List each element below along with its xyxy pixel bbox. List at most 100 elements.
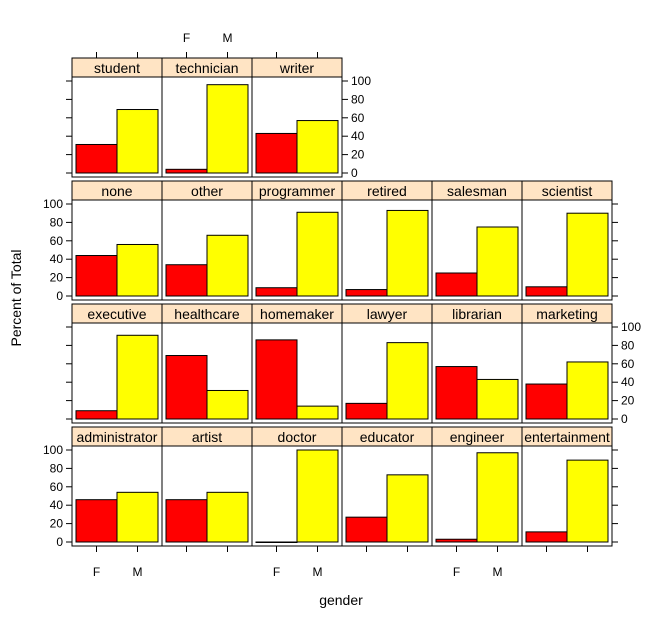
y-tick-label: 100 <box>43 443 63 457</box>
strip-label: educator <box>360 429 415 445</box>
bar-executive-M <box>116 334 159 420</box>
panel-none: none <box>71 180 163 301</box>
bar-retired-M <box>386 209 429 297</box>
bar-engineer-M <box>476 452 519 543</box>
bar-artist-M <box>206 491 249 543</box>
bar-student-F <box>75 143 118 174</box>
x-tick-label: F <box>93 565 100 579</box>
x-tick-label: M <box>313 565 323 579</box>
bar-student-M <box>116 109 159 174</box>
strip-label: doctor <box>278 429 317 445</box>
panel-salesman: salesman <box>431 180 523 301</box>
bar-other-M <box>206 234 249 297</box>
panel-educator: educator <box>341 426 433 547</box>
y-tick-label: 100 <box>351 74 371 88</box>
bar-other-F <box>165 264 208 297</box>
strip-label: homemaker <box>260 306 334 322</box>
strip-label: technician <box>175 60 238 76</box>
panel-scientist: scientist <box>521 180 613 301</box>
y-tick-label: 40 <box>351 129 365 143</box>
strip-label: retired <box>367 183 407 199</box>
x-axis-label: gender <box>319 592 363 608</box>
bar-homemaker-M <box>296 405 339 420</box>
strip-label: salesman <box>447 183 507 199</box>
panel-homemaker: homemaker <box>251 303 343 424</box>
bar-educator-M <box>386 474 429 543</box>
panel-marketing: marketing <box>521 303 613 424</box>
strip-label: none <box>101 183 132 199</box>
strip-label: programmer <box>259 183 336 199</box>
panel-programmer: programmer <box>251 180 343 301</box>
x-tick-label: M <box>493 565 503 579</box>
panel-entertainment: entertainment <box>521 426 613 547</box>
x-tick-label: M <box>223 31 233 45</box>
strip-label: administrator <box>77 429 158 445</box>
panel-librarian: librarian <box>431 303 523 424</box>
y-tick-label: 80 <box>351 92 365 106</box>
strip-label: artist <box>192 429 222 445</box>
y-tick-label: 0 <box>351 166 358 180</box>
y-tick-label: 80 <box>621 338 635 352</box>
bar-technician-F <box>165 168 208 174</box>
y-tick-label: 60 <box>351 111 365 125</box>
x-tick-label: F <box>183 31 190 45</box>
panel-artist: artist <box>161 426 253 547</box>
axes-group: 0 20 40 60 80 100 0 20 40 60 80 100 0 20 40 60 80 100 0 20 4… <box>43 31 641 579</box>
bar-salesman-F <box>435 272 478 297</box>
bar-retired-F <box>345 289 388 297</box>
bar-technician-M <box>206 84 249 174</box>
bar-doctor-M <box>296 449 339 543</box>
panel-doctor: doctor <box>251 426 343 547</box>
bar-lawyer-M <box>386 342 429 420</box>
panel-retired: retired <box>341 180 433 301</box>
strip-label: lawyer <box>367 306 408 322</box>
y-axis-label: Percent of Total <box>8 249 24 346</box>
y-tick-label: 0 <box>56 535 63 549</box>
panel-technician: technician <box>161 57 253 178</box>
panel-frame <box>251 76 343 178</box>
bar-executive-F <box>75 410 118 420</box>
y-tick-label: 100 <box>621 320 641 334</box>
strip-label: entertainment <box>524 429 610 445</box>
bar-entertainment-F <box>525 531 568 543</box>
strip-label: scientist <box>542 183 593 199</box>
panel-frame <box>521 199 613 301</box>
y-tick-label: 0 <box>621 412 628 426</box>
y-tick-label: 60 <box>50 480 64 494</box>
y-tick-label: 20 <box>621 394 635 408</box>
panel-frame <box>521 445 613 547</box>
panel-administrator: administrator <box>71 426 163 547</box>
y-tick-label: 80 <box>50 215 64 229</box>
bar-none-M <box>116 243 159 297</box>
bar-entertainment-M <box>566 459 609 543</box>
panel-student: student <box>71 57 163 178</box>
bar-librarian-F <box>435 366 478 420</box>
bar-writer-M <box>296 120 339 174</box>
bar-engineer-F <box>435 538 478 543</box>
y-tick-label: 0 <box>56 289 63 303</box>
strip-label: engineer <box>450 429 505 445</box>
bar-administrator-M <box>116 491 159 543</box>
bar-educator-F <box>345 516 388 543</box>
bar-scientist-M <box>566 212 609 297</box>
bar-none-F <box>75 255 118 297</box>
y-tick-label: 80 <box>50 461 64 475</box>
bar-salesman-M <box>476 226 519 297</box>
panel-healthcare: healthcare <box>161 303 253 424</box>
y-tick-label: 100 <box>43 197 63 211</box>
x-tick-label: F <box>453 565 460 579</box>
x-tick-label: M <box>133 565 143 579</box>
bar-healthcare-M <box>206 389 249 420</box>
panel-engineer: engineer <box>431 426 523 547</box>
y-tick-label: 40 <box>50 498 64 512</box>
strip-label: other <box>191 183 223 199</box>
bar-homemaker-F <box>255 339 298 420</box>
strip-label: marketing <box>536 306 597 322</box>
bar-programmer-M <box>296 211 339 297</box>
bar-programmer-F <box>255 287 298 297</box>
panel-other: other <box>161 180 253 301</box>
strip-label: student <box>94 60 140 76</box>
bar-doctor-F <box>255 541 298 543</box>
bar-healthcare-F <box>165 355 208 420</box>
